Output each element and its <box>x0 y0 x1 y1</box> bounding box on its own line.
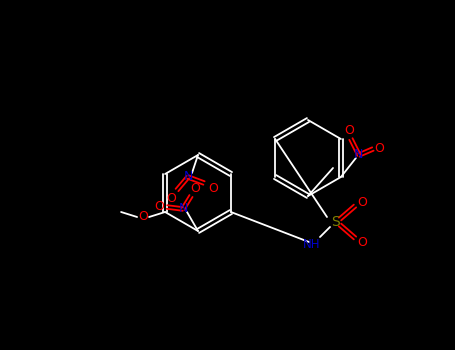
Text: O: O <box>166 191 176 204</box>
Text: O: O <box>357 236 367 248</box>
Text: O: O <box>190 182 200 196</box>
Text: S: S <box>331 215 339 229</box>
Text: O: O <box>208 182 218 195</box>
Text: N: N <box>183 170 192 183</box>
Text: N: N <box>178 203 187 216</box>
Text: NH: NH <box>303 238 321 251</box>
Text: O: O <box>374 142 384 155</box>
Text: O: O <box>344 125 354 138</box>
Text: O: O <box>357 196 367 209</box>
Text: O: O <box>154 201 164 214</box>
Text: O: O <box>138 210 148 224</box>
Text: N: N <box>354 148 364 161</box>
